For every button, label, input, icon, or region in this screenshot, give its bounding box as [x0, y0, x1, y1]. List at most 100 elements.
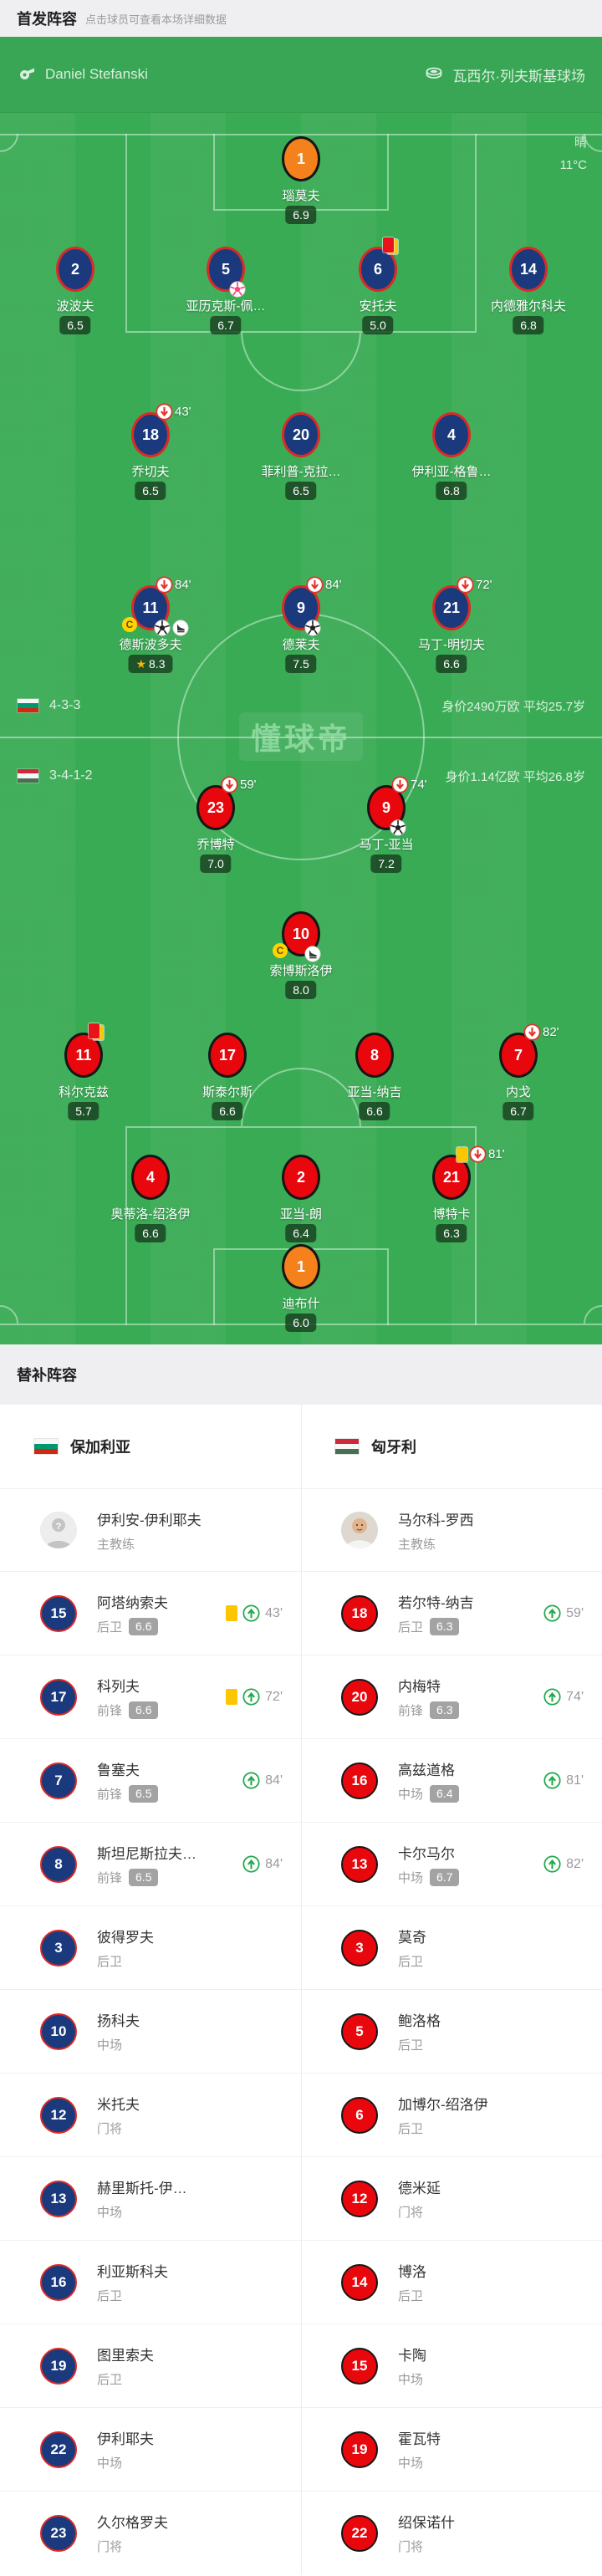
player-position: 前锋 [97, 1871, 123, 1885]
player-name: 阿塔纳索夫 [97, 1595, 168, 1611]
sub-player-row-away-22[interactable]: 22 绍保诺什 门将 [301, 2491, 602, 2574]
sub-off-icon [523, 1023, 541, 1041]
sub-player-row-away-13[interactable]: 13 卡尔马尔 中场 6.7 82' [301, 1822, 602, 1905]
sub-player-row-away-19[interactable]: 19 霍瓦特 中场 [301, 2407, 602, 2491]
player-number-badge: 14 [341, 2263, 378, 2301]
player-name: 赫里斯托-伊… [97, 2181, 187, 2196]
player-position: 门将 [398, 2540, 424, 2554]
player-info: 鲁塞夫 前锋 6.5 [97, 1758, 222, 1803]
player-name: 彼得罗夫 [97, 1930, 154, 1946]
page-subtitle: 点击球员可查看本场详细数据 [85, 13, 227, 26]
player-meta: 后卫 [97, 1952, 283, 1970]
sub-player-row-home-19[interactable]: 19 图里索夫 后卫 [0, 2324, 301, 2407]
sub-off-group: 43' [156, 403, 191, 421]
pitch-player-away-8[interactable]: 8 亚当-纳吉 6.6 [348, 1033, 402, 1120]
pitch-player-away-17[interactable]: 17 斯泰尔斯 6.6 [202, 1033, 253, 1120]
sub-player-row-away-15[interactable]: 15 卡陶 中场 [301, 2324, 602, 2407]
home-flag [17, 698, 39, 713]
sub-player-row-home-10[interactable]: 10 扬科夫 中场 [0, 1989, 301, 2073]
pitch-player-away-1[interactable]: 1 迪布什 6.0 [282, 1244, 320, 1332]
sub-player-row-away-20[interactable]: 20 内梅特 前锋 6.3 74' [301, 1655, 602, 1738]
player-info: 卡尔马尔 中场 6.7 [398, 1842, 523, 1886]
pitch-player-home-4[interactable]: 4 伊利亚-格鲁… 6.8 [412, 412, 492, 500]
player-number-badge: 19 [40, 2347, 77, 2385]
sub-player-row-away-6[interactable]: 6 加博尔-绍洛伊 后卫 [301, 2073, 602, 2156]
player-event-icons: 84' [242, 1855, 283, 1873]
sub-player-row-home-17[interactable]: 17 科列夫 前锋 6.6 72' [0, 1655, 301, 1738]
sub-player-row-home-22[interactable]: 22 伊利耶夫 中场 [0, 2407, 301, 2491]
sub-on-icon [242, 1604, 260, 1622]
player-number-badge: 3 [341, 1929, 378, 1966]
sub-player-row-away-5[interactable]: 5 鲍洛格 后卫 [301, 1989, 602, 2073]
pitch-player-away-7[interactable]: 7 82' 内戈 6.7 [499, 1023, 559, 1120]
player-name: 乔切夫 [131, 465, 170, 479]
sub-off-icon [391, 776, 409, 793]
player-position: 中场 [97, 2206, 123, 2220]
yellow-card-icon [226, 1689, 238, 1705]
player-number-badge: 21 [432, 1155, 471, 1200]
player-meta: 门将 [398, 2203, 584, 2221]
sub-player-row-home-23[interactable]: 23 久尔格罗夫 门将 [0, 2491, 301, 2574]
player-info: 科列夫 前锋 6.6 [97, 1675, 206, 1719]
player-position: 后卫 [398, 2122, 424, 2136]
sub-player-row-home-8[interactable]: 8 斯坦尼斯拉夫… 前锋 6.5 84' [0, 1822, 301, 1905]
corner-arc [0, 134, 18, 152]
player-event-icons: 59' [543, 1604, 584, 1622]
player-name: 米托夫 [97, 2097, 140, 2113]
away-subs-list: 18 若尔特-纳吉 后卫 6.3 59' 20 内梅特 前锋 6.3 74' 16 高兹道格 中场 6.4… [301, 1571, 602, 2574]
pitch-player-home-21[interactable]: 21 72' 马丁-明切夫 6.6 [418, 576, 492, 673]
player-name: 伊利亚-格鲁… [411, 465, 492, 479]
subs-section: 保加利亚 ? 伊利安-伊利耶夫 主教练 15 阿塔纳索夫 后卫 6.6 43' 17 科列夫… [0, 1405, 602, 2574]
stadium-group: 瓦西尔·列夫斯基球场 [424, 63, 585, 87]
sub-player-row-home-7[interactable]: 7 鲁塞夫 前锋 6.5 84' [0, 1738, 301, 1822]
sub-on-minute: 59' [566, 1605, 584, 1620]
player-name: 科列夫 [97, 1679, 140, 1695]
player-rating: 6.8 [513, 316, 544, 334]
goal-ball-icon [304, 620, 321, 636]
pitch-player-away-2[interactable]: 2 亚当-朗 6.4 [280, 1155, 322, 1242]
player-number-badge: 15 [40, 1594, 77, 1632]
sub-player-row-home-3[interactable]: 3 彼得罗夫 后卫 [0, 1905, 301, 1989]
pitch-player-away-21[interactable]: 21 81' 博特卡 6.3 [432, 1145, 505, 1242]
pitch-player-home-11[interactable]: 11 C 84' 德斯波多夫 ★ 8.3 [119, 576, 191, 673]
pitch-player-away-23[interactable]: 23 59' 乔博特 7.0 [196, 776, 257, 873]
pitch-player-home-14[interactable]: 14 内德雅尔科夫 6.8 [491, 247, 566, 334]
pitch-player-away-4[interactable]: 4 奥蒂洛-绍洛伊 6.6 [111, 1155, 191, 1242]
pitch-player-home-20[interactable]: 20 菲利普-克拉… 6.5 [262, 412, 341, 500]
player-position: 中场 [97, 2456, 123, 2471]
yellow-card-icon [226, 1605, 238, 1621]
player-name: 奥蒂洛-绍洛伊 [110, 1207, 191, 1222]
player-number-badge: 16 [40, 2263, 77, 2301]
penalty-arc-top [241, 333, 361, 393]
sub-off-minute: 84' [175, 578, 191, 592]
away-coach-row[interactable]: 马尔科-罗西 主教练 [301, 1488, 602, 1571]
pitch-player-home-6[interactable]: 6 安托夫 5.0 [359, 237, 398, 334]
sub-player-row-home-13[interactable]: 13 赫里斯托-伊… 中场 [0, 2156, 301, 2240]
sub-off-icon [469, 1145, 487, 1163]
pitch-player-home-9[interactable]: 9 84' 德莱夫 7.5 [282, 576, 342, 673]
sub-player-row-away-14[interactable]: 14 博洛 后卫 [301, 2240, 602, 2324]
player-name: 马丁-明切夫 [418, 638, 485, 652]
player-position: 门将 [97, 2122, 123, 2136]
pitch-player-home-5[interactable]: 5 亚历克斯-佩… 6.7 [186, 247, 266, 334]
home-coach-row[interactable]: ? 伊利安-伊利耶夫 主教练 [0, 1488, 301, 1571]
player-info: 久尔格罗夫 门将 [97, 2511, 283, 2555]
sub-player-row-away-18[interactable]: 18 若尔特-纳吉 后卫 6.3 59' [301, 1571, 602, 1655]
sub-player-row-away-3[interactable]: 3 莫奇 后卫 [301, 1905, 602, 1989]
player-number-badge: 7 [499, 1033, 538, 1078]
sub-player-row-home-16[interactable]: 16 利亚斯科夫 后卫 [0, 2240, 301, 2324]
player-name: 菲利普-克拉… [261, 465, 341, 479]
pitch-player-away-10[interactable]: 10 C 索博斯洛伊 8.0 [269, 911, 333, 999]
pitch-player-away-11[interactable]: 11 科尔克兹 5.7 [59, 1023, 109, 1120]
pitch-player-away-9[interactable]: 9 74' 马丁-亚当 7.2 [360, 776, 427, 873]
pitch-player-home-18[interactable]: 18 43' 乔切夫 6.5 [131, 403, 191, 500]
away-formation-row: 3-4-1-2 身价1.14亿欧 平均26.8岁 [0, 765, 602, 787]
player-info: 博洛 后卫 [398, 2260, 584, 2304]
sub-player-row-home-12[interactable]: 12 米托夫 门将 [0, 2073, 301, 2156]
pitch-player-home-2[interactable]: 2 波波夫 6.5 [56, 247, 94, 334]
sub-player-row-away-12[interactable]: 12 德米延 门将 [301, 2156, 602, 2240]
sub-player-row-home-15[interactable]: 15 阿塔纳索夫 后卫 6.6 43' [0, 1571, 301, 1655]
player-name: 利亚斯科夫 [97, 2264, 168, 2280]
sub-player-row-away-16[interactable]: 16 高兹道格 中场 6.4 81' [301, 1738, 602, 1822]
pitch-player-home-1[interactable]: 1 瑙莫夫 6.9 [282, 136, 320, 224]
